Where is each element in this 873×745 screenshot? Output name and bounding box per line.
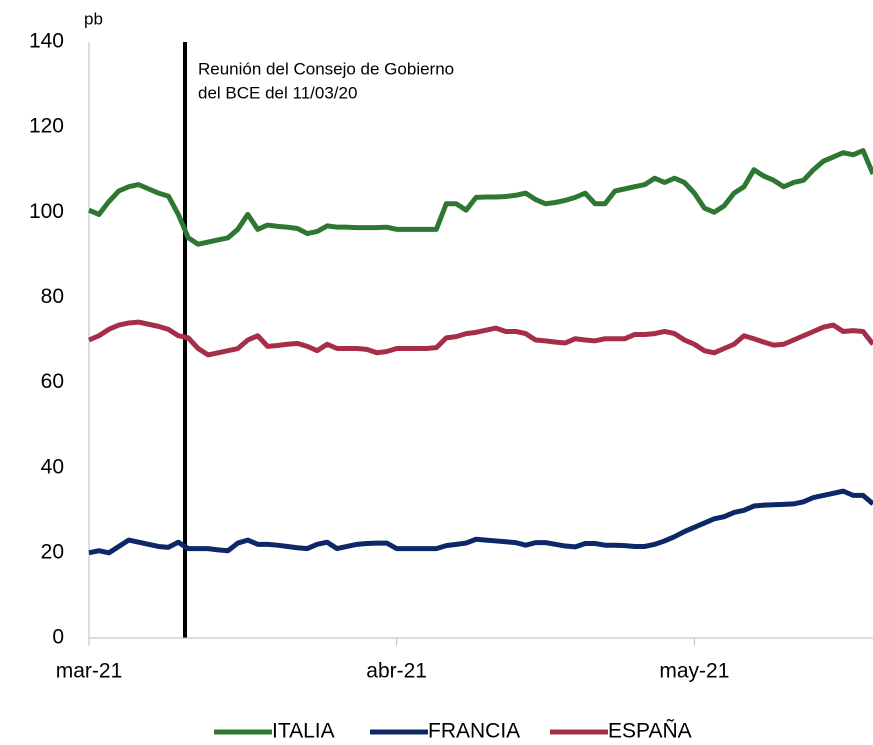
legend-label: FRANCIA [428, 720, 520, 743]
y-axis-label: pb [84, 9, 103, 28]
plot: 0 20 40 60 80 100 120 140 mar-21 abr-21 may-21 ITAL… [29, 30, 873, 743]
legend-label: ESPAÑA [608, 719, 692, 743]
y-tick-label: 140 [29, 30, 64, 53]
x-tick-label: may-21 [659, 660, 729, 683]
annotation: del BCE del 11/03/20 [198, 83, 357, 102]
y-tick-label: 20 [41, 540, 64, 563]
y-tick-label: 100 [29, 200, 64, 223]
y-tick-label: 80 [41, 285, 64, 308]
series-line [88, 488, 873, 556]
series-line [88, 319, 873, 358]
y-tick-label: 40 [41, 455, 64, 478]
y-tick-label: 60 [41, 370, 64, 393]
legend-label: ITALIA [272, 720, 335, 743]
annotation: Reunión del Consejo de Gobierno [198, 59, 454, 78]
x-tick-label: mar-21 [56, 660, 123, 683]
y-tick-label: 0 [52, 626, 64, 649]
x-tick-label: abr-21 [366, 660, 427, 683]
y-tick-label: 120 [29, 115, 64, 138]
series-line [88, 148, 873, 247]
